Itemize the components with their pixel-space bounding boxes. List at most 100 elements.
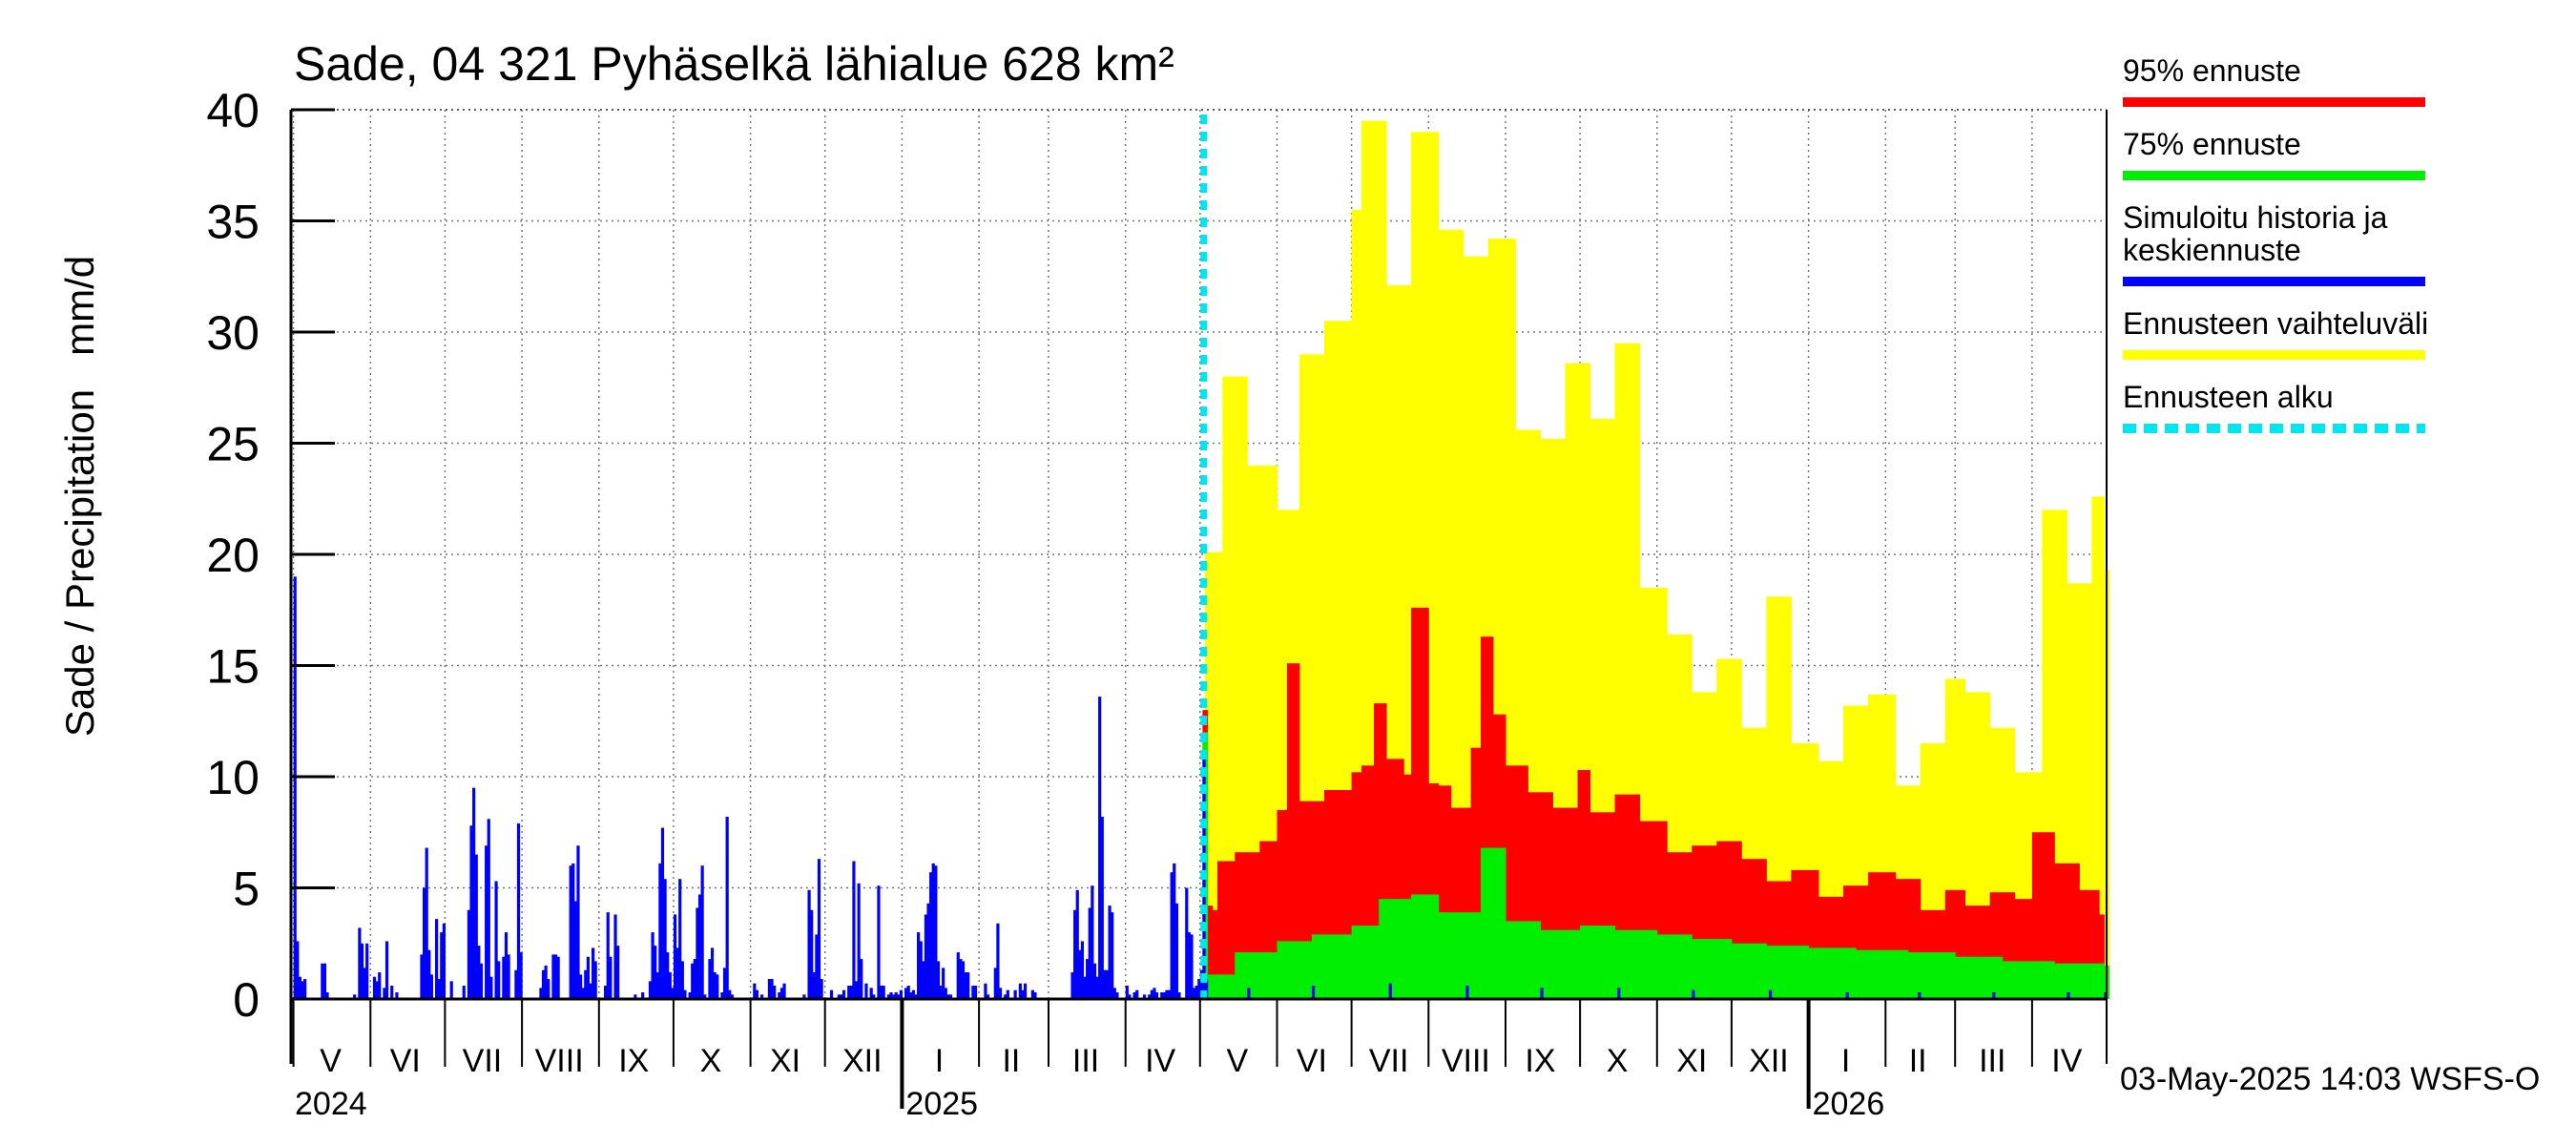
forecast-range-bar: [1351, 209, 1362, 1000]
forecast-75-bar: [1540, 929, 1581, 999]
month-label: IV: [1145, 1043, 1175, 1079]
month-label: X: [1607, 1043, 1629, 1079]
precip-bar: [425, 847, 428, 999]
precip-bar: [539, 988, 543, 999]
forecast-75-bar: [1277, 941, 1313, 999]
precip-bar: [837, 994, 841, 999]
y-tick-label: 5: [233, 863, 260, 916]
precip-bar: [553, 954, 558, 999]
y-tick-labels: 0 5 10 15 20 25 30 35 40: [206, 84, 260, 1027]
forecast-75-bar: [1656, 934, 1693, 999]
legend-label: 95% ennuste: [2123, 53, 2301, 88]
precip-bar: [696, 907, 699, 999]
forecast-75-bar: [1692, 939, 1733, 999]
precip-bar: [479, 963, 484, 999]
month-label: III: [1979, 1043, 2005, 1079]
precip-bar: [673, 914, 677, 999]
precip-bar: [1465, 986, 1469, 999]
forecast-75-bars: [1202, 732, 2110, 999]
precip-bar: [680, 961, 684, 999]
precip-bar: [1073, 909, 1077, 999]
precip-bar: [911, 989, 916, 999]
month-label: II: [1002, 1043, 1020, 1079]
precip-bar: [1153, 988, 1156, 999]
precip-bar: [914, 994, 918, 999]
precip-bar: [864, 983, 868, 999]
precip-bar: [442, 923, 447, 999]
year-label: 2026: [1813, 1086, 1885, 1122]
precip-bar: [1195, 986, 1198, 999]
precip-bar: [1177, 992, 1181, 999]
precip-bar: [668, 972, 672, 999]
precip-bar: [773, 986, 777, 999]
precip-bar: [609, 956, 613, 999]
forecast-75-bar: [1506, 921, 1541, 999]
precip-bar: [641, 992, 645, 999]
month-label: I: [935, 1043, 944, 1079]
y-tick-label: 15: [206, 640, 260, 694]
precip-bar: [760, 994, 764, 999]
precip-bar: [886, 994, 890, 999]
forecast-75-bar: [1856, 949, 1909, 999]
precip-bar: [1092, 963, 1097, 999]
precip-bar: [1768, 989, 1773, 999]
precip-bar: [1992, 992, 1996, 999]
precip-bar: [655, 972, 659, 999]
footer-timestamp: 03-May-2025 14:03 WSFS-O: [2120, 1061, 2540, 1097]
precip-bar: [507, 954, 510, 999]
precip-bar: [671, 988, 675, 999]
precip-bar: [872, 994, 876, 999]
precip-bar: [663, 879, 667, 999]
precip-bar: [961, 961, 966, 999]
precip-bar: [571, 863, 575, 999]
precip-bar: [700, 865, 704, 999]
precip-bar: [1148, 994, 1152, 999]
month-label: VI: [1297, 1043, 1327, 1079]
precip-bar: [616, 946, 620, 999]
precip-bar: [1091, 885, 1094, 999]
precip-bar: [847, 986, 851, 999]
precip-bar: [1162, 992, 1166, 999]
precip-bar: [1112, 988, 1116, 999]
month-label: VIII: [1442, 1043, 1490, 1079]
legend-label: 75% ennuste: [2123, 127, 2301, 161]
precip-bar: [1154, 992, 1159, 999]
precip-bar: [353, 994, 357, 999]
precip-bar: [1190, 934, 1194, 999]
precip-bar: [494, 881, 498, 999]
y-tick-label: 10: [206, 751, 260, 804]
precip-bar: [395, 992, 399, 999]
precip-bar: [2067, 992, 2070, 999]
month-label: VI: [390, 1043, 421, 1079]
precip-bar: [849, 986, 853, 999]
precip-bar: [917, 932, 921, 999]
precip-bar: [904, 988, 908, 999]
precip-bar: [675, 947, 679, 999]
month-label: IV: [2051, 1043, 2082, 1079]
precip-bar: [710, 947, 715, 999]
y-tick-label: 40: [206, 84, 260, 137]
precip-bar: [1105, 969, 1110, 999]
precip-bar: [946, 994, 950, 999]
legend-label: Ennusteen vaihteluväli: [2123, 306, 2428, 341]
y-axis-label: Sade / Precipitation mm/d: [57, 256, 102, 737]
precip-bar: [1108, 906, 1111, 999]
precip-bar: [755, 989, 759, 999]
legend-item: Ennusteen alku: [2123, 380, 2425, 433]
precip-bar: [384, 941, 389, 999]
precip-bar: [959, 959, 963, 999]
precip-bar: [1075, 889, 1079, 999]
precip-bar: [1918, 992, 1922, 999]
precip-bar: [882, 986, 885, 999]
precip-bar: [378, 972, 382, 999]
precip-bar: [1173, 863, 1176, 999]
precip-bar: [1247, 988, 1251, 999]
precip-bar: [301, 981, 304, 999]
precip-bar: [472, 787, 476, 999]
precip-bar: [1205, 979, 1209, 999]
precip-bar: [372, 976, 377, 999]
precip-bar: [1160, 992, 1164, 999]
precip-bar: [422, 887, 426, 999]
precip-bar: [996, 923, 1000, 999]
precip-bar: [1174, 903, 1178, 999]
